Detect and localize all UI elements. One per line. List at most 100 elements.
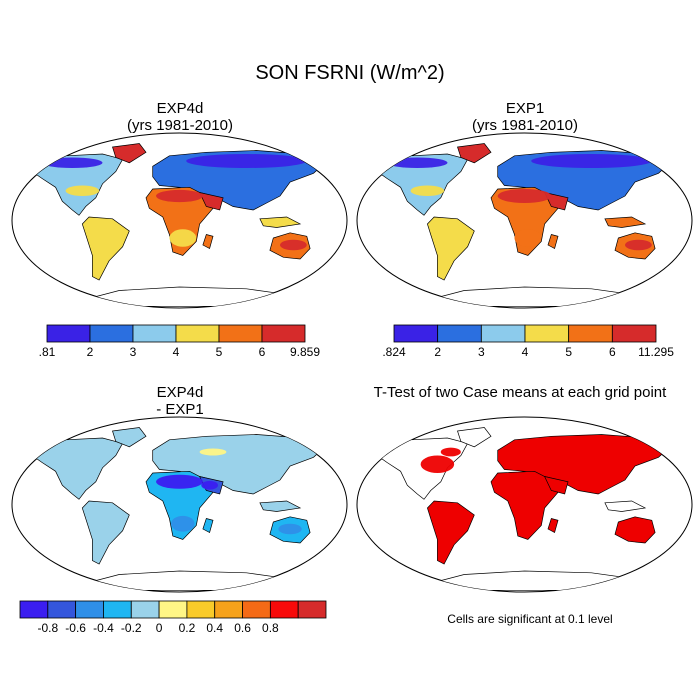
colorbar-exp1-box-1 [437,324,482,343]
land-australia-ttest [614,516,656,544]
colorbar-diff-label-1: -0.6 [65,621,86,635]
colorbar-diff-label-6: 0.4 [206,621,223,635]
colorbar-diff-box-9 [269,600,299,619]
colorbar-diff-label-7: 0.6 [234,621,251,635]
panel-title-exp1-line1: EXP1 [505,100,545,117]
land-samerica-diff [81,500,130,565]
colorbar-exp4d-box-5 [261,324,306,343]
land-arabia-ttest [543,475,569,495]
panel-title-diff-line2: - EXP1 [156,401,204,418]
colorbar-diff-box-3 [103,600,132,619]
map-panel-diff [11,416,348,593]
land-layer-ttest [376,427,673,591]
land-samerica-exp4d [81,216,130,281]
colorbar-exp4d-label-1: 2 [87,345,94,359]
colorbar-exp1-label-0: .824 [382,345,406,359]
colorbar-exp1-label-6: 11.295 [638,345,674,359]
land-madagascar-exp1 [547,234,559,250]
colorbar-diff-label-0: -0.8 [37,621,58,635]
colorbar-exp1-label-1: 2 [434,345,441,359]
colorbar-exp1-box-0 [393,324,439,343]
colorbar-exp4d-box-2 [132,324,177,343]
colorbar-exp4d: .81 2 3 4 5 6 9.859 [39,324,320,359]
land-layer-diff [31,427,328,591]
colorbar-diff: -0.8 -0.6 -0.4 -0.2 0 0.2 0.4 0.6 0.8 [19,600,327,635]
field-sahara-exp1 [497,189,552,203]
land-greenland-ttest [457,427,492,448]
land-madagascar-ttest [547,518,559,534]
colorbar-diff-label-8: 0.8 [262,621,279,635]
panel-title-diff-line1: EXP4d [156,384,204,401]
land-madagascar-exp4d [202,234,214,250]
field-australia-core-diff [278,523,302,535]
land-greenland-diff [112,427,147,448]
land-eurasia-diff [152,434,328,495]
field-south-africa-exp4d [169,229,197,247]
colorbar-exp1-box-5 [611,324,657,343]
colorbar-diff-label-2: -0.4 [93,621,114,635]
field-namerica-east-ttest [420,455,455,473]
map-panel-ttest [356,416,693,593]
colorbar-exp4d-box-4 [218,324,263,343]
field-north-eurasia-exp1 [531,154,652,168]
colorbar-diff-box-5 [158,600,188,619]
panel-title-exp4d-line2: (yrs 1981-2010) [127,117,233,134]
field-south-africa-exp1 [514,229,542,247]
panel-title-exp1-line2: (yrs 1981-2010) [472,117,578,134]
colorbar-diff-box-1 [47,600,77,619]
colorbar-exp4d-box-1 [89,324,134,343]
panel-title-ttest: T-Test of two Case means at each grid po… [340,384,700,401]
land-eurasia-ttest [497,434,673,495]
land-arabia-exp4d [198,191,224,211]
land-indonesia-exp1 [604,216,647,228]
colorbar-diff-box-7 [214,600,243,619]
field-us-south-exp4d [65,185,100,196]
colorbar-exp4d-label-2: 3 [130,345,137,359]
field-australia-core-exp1 [625,239,652,251]
colorbar-diff-box-10 [297,600,327,619]
significance-footnote: Cells are significant at 0.1 level [447,612,613,626]
land-indonesia-ttest [604,500,647,512]
map-panel-exp1 [356,132,693,309]
colorbar-exp1-label-5: 6 [609,345,616,359]
colorbar-diff-box-4 [130,600,160,619]
map-panel-exp4d [11,132,348,309]
colorbar-exp1-label-4: 5 [565,345,572,359]
panel-title-exp4d-line1: EXP4d [156,100,204,117]
field-us-south-exp1 [410,185,445,196]
land-layer-exp1 [376,143,673,307]
colorbar-exp1-label-3: 4 [522,345,529,359]
land-indonesia-diff [259,500,302,512]
land-madagascar-diff [202,518,214,534]
land-samerica-ttest [427,500,475,565]
colorbar-exp4d-box-0 [46,324,91,343]
field-arabia-diff [201,480,219,490]
field-north-eurasia-exp4d [186,154,307,168]
land-greenland-exp4d [112,143,147,164]
colorbar-diff-box-8 [242,600,271,619]
figure-title: SON FSRNI (W/m^2) [255,62,445,84]
panel-title-exp4d: EXP4d (yrs 1981-2010) [60,100,300,134]
colorbar-diff-label-5: 0.2 [179,621,196,635]
field-canada-east-ttest [440,447,461,457]
colorbar-diff-label-3: -0.2 [121,621,142,635]
colorbar-diff-box-6 [186,600,216,619]
panel-title-exp1: EXP1 (yrs 1981-2010) [405,100,645,134]
land-namerica-exp1 [376,153,469,216]
land-namerica-diff [31,437,124,500]
field-australia-core-exp4d [280,239,307,251]
colorbar-diff-label-4: 0 [156,621,163,635]
panel-title-ttest-line1: T-Test of two Case means at each grid po… [373,384,667,401]
land-samerica-exp1 [427,216,475,281]
colorbar-exp1-label-2: 3 [478,345,485,359]
colorbar-diff-box-0 [19,600,49,619]
field-sahara-diff [156,474,203,489]
land-indonesia-exp4d [259,216,302,228]
colorbar-exp4d-label-3: 4 [173,345,180,359]
colorbar-exp4d-label-0: .81 [39,345,56,359]
land-namerica-exp4d [31,153,124,216]
field-sahara-exp4d [156,189,203,203]
colorbar-exp4d-box-3 [175,324,220,343]
